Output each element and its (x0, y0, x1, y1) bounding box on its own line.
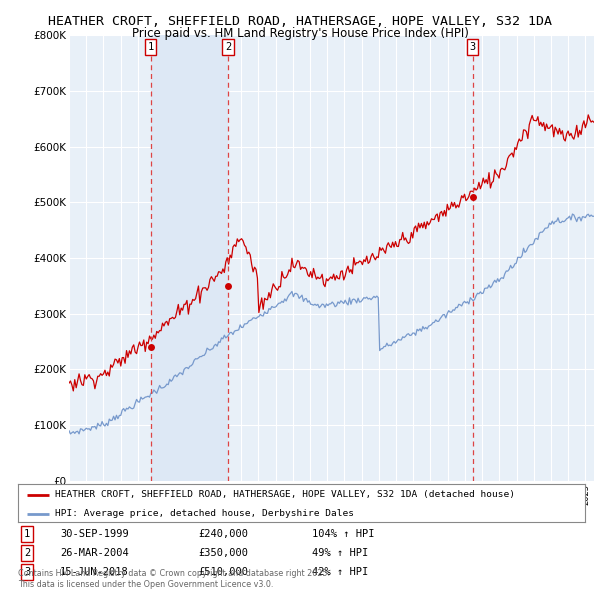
Text: £240,000: £240,000 (198, 529, 248, 539)
Text: 30-SEP-1999: 30-SEP-1999 (60, 529, 129, 539)
Text: HEATHER CROFT, SHEFFIELD ROAD, HATHERSAGE, HOPE VALLEY, S32 1DA (detached house): HEATHER CROFT, SHEFFIELD ROAD, HATHERSAG… (55, 490, 515, 499)
Text: HPI: Average price, detached house, Derbyshire Dales: HPI: Average price, detached house, Derb… (55, 509, 354, 518)
Text: Price paid vs. HM Land Registry's House Price Index (HPI): Price paid vs. HM Land Registry's House … (131, 27, 469, 40)
Text: 15-JUN-2018: 15-JUN-2018 (60, 567, 129, 576)
Text: £350,000: £350,000 (198, 548, 248, 558)
Text: 2: 2 (24, 548, 30, 558)
Text: 1: 1 (24, 529, 30, 539)
Text: 3: 3 (470, 42, 476, 52)
Text: Contains HM Land Registry data © Crown copyright and database right 2025.
This d: Contains HM Land Registry data © Crown c… (18, 569, 330, 589)
Text: 42% ↑ HPI: 42% ↑ HPI (312, 567, 368, 576)
Text: £510,000: £510,000 (198, 567, 248, 576)
Bar (151, 35, 228, 481)
Text: 3: 3 (24, 567, 30, 576)
Text: HEATHER CROFT, SHEFFIELD ROAD, HATHERSAGE, HOPE VALLEY, S32 1DA: HEATHER CROFT, SHEFFIELD ROAD, HATHERSAG… (48, 15, 552, 28)
Text: 2: 2 (225, 42, 232, 52)
Text: 104% ↑ HPI: 104% ↑ HPI (312, 529, 374, 539)
Text: 1: 1 (148, 42, 154, 52)
Text: 26-MAR-2004: 26-MAR-2004 (60, 548, 129, 558)
Text: 49% ↑ HPI: 49% ↑ HPI (312, 548, 368, 558)
